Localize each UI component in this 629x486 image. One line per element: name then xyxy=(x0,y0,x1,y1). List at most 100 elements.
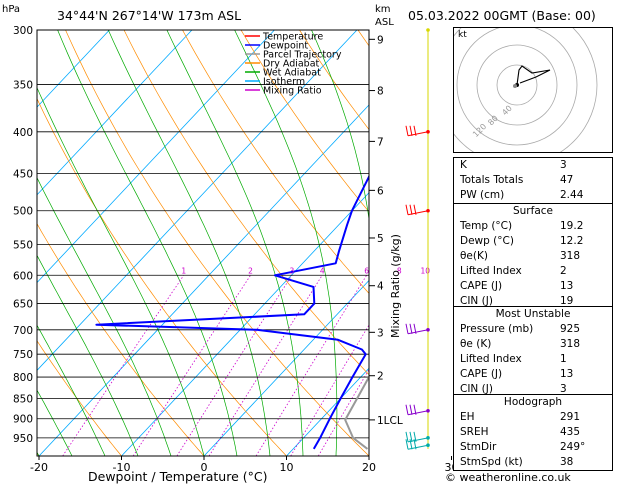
index-row: StmDir 249° xyxy=(460,441,586,453)
mixing-ratio-label: 4 xyxy=(320,266,325,275)
isotherm-line xyxy=(37,30,358,371)
indices-most-unstable: Most Unstable Pressure (mb) 925 θe (K) 318… xyxy=(453,306,613,398)
pressure-tick-label: 700 xyxy=(13,325,33,337)
wind-barb xyxy=(405,404,430,416)
hpa-label: hPa xyxy=(2,4,21,15)
index-row: StmSpd (kt) 38 xyxy=(460,456,574,468)
x-tick-label: 10 xyxy=(280,461,294,474)
isotherm-line xyxy=(286,367,369,456)
pressure-tick-label: 600 xyxy=(13,270,33,282)
mixing-ratio-label: 10 xyxy=(420,266,430,275)
pressure-tick-label: 550 xyxy=(13,239,33,251)
km-tick-label: 7 xyxy=(377,136,384,148)
x-tick-label: -10 xyxy=(113,461,131,474)
plot-frame xyxy=(36,29,370,457)
legend-label: Dry Adiabat xyxy=(263,59,320,70)
pressure-tick-label: 750 xyxy=(13,349,33,361)
x-tick-label: 0 xyxy=(201,461,208,474)
indices-surface: Surface Temp (°C) 19.2 Dewp (°C) 12.2 θe(K… xyxy=(453,203,613,310)
dry-adiabat-line xyxy=(37,340,122,456)
isotherm-line xyxy=(121,192,369,456)
index-row: CAPE (J) 13 xyxy=(460,280,574,292)
pressure-tick-label: 800 xyxy=(13,372,33,384)
mixing-ratio-label: 2 xyxy=(248,266,253,275)
index-row: θe (K) 318 xyxy=(460,338,581,350)
mixing-ratio-line xyxy=(62,275,185,456)
pressure-tick-label: 350 xyxy=(13,80,33,92)
index-row: Temp (°C) 19.2 xyxy=(460,220,584,232)
location-title: 34°44'N 267°14'W 173m ASL xyxy=(57,8,242,23)
surface-title: Surface xyxy=(512,205,553,217)
km-tick-label: 6 xyxy=(377,185,384,197)
mixing-ratio-label: 6 xyxy=(364,266,369,275)
isotherm-line xyxy=(37,30,193,196)
km-tick-label: 2 xyxy=(377,371,384,383)
hodograph-unit: kt xyxy=(458,30,467,40)
legend-label: Dewpoint xyxy=(263,41,308,52)
x-tick-label: -20 xyxy=(30,461,48,474)
index-row: PW (cm) 2.44 xyxy=(460,189,584,201)
isotherm-line xyxy=(203,279,369,456)
dewpoint-line xyxy=(95,174,369,450)
wind-barb xyxy=(405,431,430,443)
pressure-tick-label: 450 xyxy=(13,168,33,180)
wind-barb xyxy=(405,439,430,450)
isotherm-line xyxy=(37,30,275,284)
wind-barb xyxy=(405,323,430,335)
km-tick-label: 8 xyxy=(377,86,384,98)
wet-adiabat-line xyxy=(37,86,205,456)
wet-adiabat-line xyxy=(311,30,369,456)
wet-adiabat-line xyxy=(37,389,73,456)
km-tick-label: 3 xyxy=(377,327,384,339)
mixing-ratio-line xyxy=(176,275,293,456)
index-row: CIN (J) 3 xyxy=(460,383,567,395)
index-row: SREH 435 xyxy=(460,426,581,438)
mixing-ratio-label: 8 xyxy=(397,266,402,275)
index-row: Lifted Index 1 xyxy=(460,353,567,365)
mixing-ratio-label: 3 xyxy=(289,266,294,275)
mixing-ratio-line xyxy=(208,275,323,456)
asl-label: ASL xyxy=(375,17,394,28)
mixing-ratio-line xyxy=(317,368,369,456)
datetime-title: 05.03.2022 00GMT (Base: 00) xyxy=(408,8,596,23)
parcel-trajectory-line xyxy=(344,375,369,450)
legend-label: Mixing Ratio xyxy=(263,86,322,97)
km-tick-label: 4 xyxy=(377,281,384,293)
dry-adiabat-line xyxy=(65,30,369,456)
mixing-ratio-axis-label: Mixing Ratio (g/kg) xyxy=(389,234,402,338)
km-tick-label: 9 xyxy=(377,34,384,46)
index-row: CAPE (J) 13 xyxy=(460,368,574,380)
index-row: EH 291 xyxy=(460,411,581,423)
km-tick-label: 1LCL xyxy=(377,415,403,427)
index-row: Pressure (mb) 925 xyxy=(460,323,581,335)
hodograph-panel: kt 40 80 120 xyxy=(436,4,613,166)
indices-hodograph: Hodograph EH 291 SREH 435 StmDir 249° StmSp… xyxy=(453,394,613,471)
pressure-tick-label: 300 xyxy=(13,25,33,37)
pressure-tick-label: 850 xyxy=(13,393,33,405)
footer-credit: © weatheronline.co.uk xyxy=(445,471,571,484)
legend-label: Wet Adiabat xyxy=(263,68,321,79)
wind-barb xyxy=(405,125,430,137)
wind-top-dot xyxy=(426,28,430,32)
dry-adiabat-line xyxy=(240,30,369,213)
legend-label: Isotherm xyxy=(263,77,305,88)
mixing-ratio-label: 1 xyxy=(181,266,186,275)
hodograph-title: Hodograph xyxy=(503,396,563,408)
plot-area xyxy=(37,30,369,456)
legend-label: Parcel Trajectory xyxy=(263,50,342,61)
km-label: km xyxy=(375,4,391,15)
mixing-ratio-line xyxy=(132,275,251,456)
index-row: Lifted Index 2 xyxy=(460,265,567,277)
wet-adiabat-line xyxy=(37,324,106,456)
pressure-tick-label: 400 xyxy=(13,127,33,139)
wet-adiabat-line xyxy=(57,30,238,456)
index-row: Dewp (°C) 12.2 xyxy=(460,235,584,247)
km-tick-label: 5 xyxy=(377,233,384,245)
pressure-tick-label: 900 xyxy=(13,414,33,426)
legend-label: Temperature xyxy=(262,32,323,43)
mixing-ratio-line xyxy=(290,324,369,456)
wind-barb xyxy=(405,204,430,216)
index-row: θe(K) 318 xyxy=(460,250,581,262)
